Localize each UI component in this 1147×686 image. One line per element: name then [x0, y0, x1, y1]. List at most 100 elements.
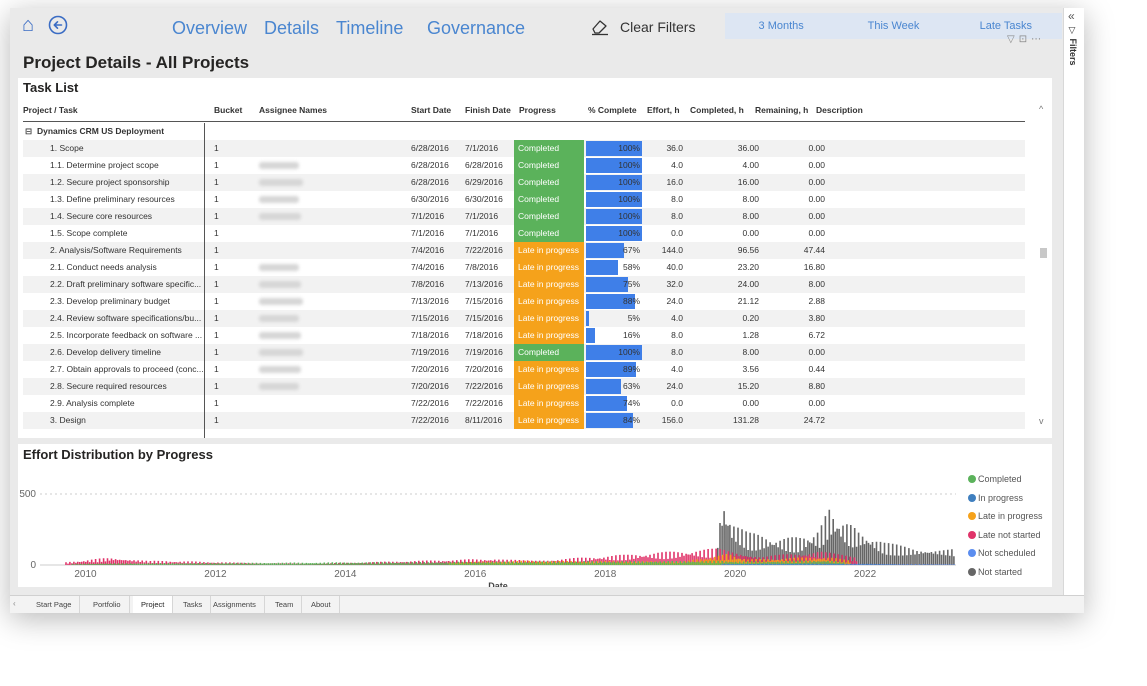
table-row[interactable]: 1.1. Determine project scope 1 6/28/2016 6/…: [23, 157, 1025, 174]
task-list-scrollbar[interactable]: ^ v: [1037, 100, 1050, 438]
percent-complete-bar: [586, 345, 642, 360]
table-row[interactable]: 2.9. Analysis complete 1 7/22/2016 7/22/201…: [23, 395, 1025, 412]
double-chevron-left-icon[interactable]: «: [1068, 9, 1075, 23]
focus-mode-icon[interactable]: ⊡: [1018, 34, 1032, 45]
percent-complete-cell: 100%: [586, 157, 642, 174]
percent-complete-bar: [586, 158, 642, 173]
percent-complete-cell: 75%: [586, 276, 642, 293]
clear-filters-label: Clear Filters: [620, 19, 696, 35]
back-arrow-circle-icon[interactable]: [48, 15, 68, 39]
page-tab-assignments[interactable]: Assignments: [205, 596, 265, 613]
column-header-completed[interactable]: Completed, h: [690, 105, 744, 115]
scroll-down-icon[interactable]: v: [1039, 416, 1044, 426]
completed-hours-cell: 0.00: [742, 228, 759, 238]
page-tab-start-page[interactable]: Start Page: [28, 596, 81, 613]
page-title: Project Details - All Projects: [23, 53, 250, 72]
percent-complete-bar: [586, 396, 628, 411]
column-header-percent-complete[interactable]: % Complete: [588, 105, 637, 115]
column-header-progress[interactable]: Progress: [519, 105, 556, 115]
percent-complete-cell: 100%: [586, 174, 642, 191]
legend-marker: [968, 549, 976, 557]
legend-label: Not started: [978, 566, 1023, 577]
task-list-visual: Task List Project / Task Bucket Assignee…: [18, 78, 1052, 438]
legend-item[interactable]: Not scheduled: [968, 548, 1036, 562]
effort-cell: 4.0: [671, 160, 683, 170]
page-tab-tasks[interactable]: Tasks: [175, 596, 212, 613]
table-row[interactable]: 1.2. Secure project sponsorship 1 6/28/201…: [23, 174, 1025, 191]
page-tab-team[interactable]: Team: [267, 596, 303, 613]
group-row[interactable]: ⊟ Dynamics CRM US Deployment: [23, 123, 1025, 140]
page-tab-about[interactable]: About: [303, 596, 340, 613]
table-row[interactable]: 1.5. Scope complete 1 7/1/2016 7/1/2016 Comp…: [23, 225, 1025, 242]
remaining-hours-cell: 0.00: [808, 211, 825, 221]
table-row[interactable]: 3. Design 1 7/22/2016 8/11/2016 Late in prog…: [23, 412, 1025, 429]
y-tick-label: 0: [30, 560, 36, 571]
clear-filters-button[interactable]: Clear Filters: [590, 14, 695, 40]
filter-icon[interactable]: ▽: [1007, 34, 1019, 45]
table-row[interactable]: 2.8. Secure required resources 1 7/20/2016…: [23, 378, 1025, 395]
legend-item[interactable]: Not started: [968, 567, 1022, 581]
page-tab-portfolio[interactable]: Portfolio: [85, 596, 130, 613]
assignee-redacted: [259, 264, 299, 271]
more-options-icon[interactable]: ⋯: [1031, 34, 1046, 45]
completed-hours-cell: 8.00: [742, 211, 759, 221]
column-header-bucket[interactable]: Bucket: [214, 105, 243, 115]
legend-item[interactable]: Late in progress: [968, 511, 1043, 525]
tab-late-tasks[interactable]: Late Tasks: [979, 20, 1033, 32]
x-tick-label: 2014: [334, 569, 357, 580]
table-row[interactable]: 2.4. Review software specifications/bu..…: [23, 310, 1025, 327]
column-header-description[interactable]: Description: [816, 105, 863, 115]
table-row[interactable]: 1.4. Secure core resources 1 7/1/2016 7/1/2…: [23, 208, 1025, 225]
bucket-cell: 1: [214, 262, 219, 272]
task-name-cell: 1.4. Secure core resources: [50, 211, 153, 221]
table-row[interactable]: 1. Scope 1 6/28/2016 7/1/2016 Completed 100% 3…: [23, 140, 1025, 157]
table-row[interactable]: 2.5. Incorporate feedback on software ..…: [23, 327, 1025, 344]
nav-overview-link[interactable]: Overview: [172, 18, 248, 38]
scrollbar-thumb[interactable]: [1040, 248, 1047, 258]
column-header-finish-date[interactable]: Finish Date: [465, 105, 511, 115]
percent-complete-cell: 16%: [586, 327, 642, 344]
table-row[interactable]: 2.6. Develop delivery timeline 1 7/19/2016…: [23, 344, 1025, 361]
completed-hours-cell: 3.56: [742, 364, 759, 374]
effort-cell: 36.0: [666, 143, 683, 153]
table-row[interactable]: 2.7. Obtain approvals to proceed (conc..…: [23, 361, 1025, 378]
chevron-left-icon[interactable]: ‹: [13, 599, 16, 608]
column-header-project-task[interactable]: Project / Task: [23, 105, 78, 115]
collapse-minus-icon[interactable]: ⊟: [25, 126, 33, 136]
nav-details-link[interactable]: Details: [264, 18, 320, 38]
legend-label: Late in progress: [978, 511, 1043, 521]
remaining-hours-cell: 6.72: [808, 330, 825, 340]
effort-cell: 156.0: [661, 415, 683, 425]
column-header-remaining[interactable]: Remaining, h: [755, 105, 809, 115]
column-header-effort[interactable]: Effort, h: [647, 105, 680, 115]
column-header-assignee-names[interactable]: Assignee Names: [259, 105, 328, 115]
percent-complete-label: 75%: [622, 279, 640, 289]
legend-item[interactable]: In progress: [968, 493, 1023, 507]
legend-item[interactable]: Late not started: [968, 530, 1041, 544]
bucket-cell: 1: [214, 279, 219, 289]
page-tab-project[interactable]: Project: [133, 596, 174, 613]
task-name-cell: 2.1. Conduct needs analysis: [50, 262, 157, 272]
assignee-redacted: [259, 332, 301, 339]
nav-timeline-link[interactable]: Timeline: [336, 18, 404, 38]
start-date-cell: 6/28/2016: [411, 143, 449, 153]
report-canvas: ⌂ Overview Details Timeline Governance C…: [10, 8, 1063, 595]
table-row[interactable]: 2.2. Draft preliminary software specific…: [23, 276, 1025, 293]
table-row[interactable]: 1.3. Define preliminary resources 1 6/30/2…: [23, 191, 1025, 208]
home-icon[interactable]: ⌂: [22, 14, 35, 36]
column-header-start-date[interactable]: Start Date: [411, 105, 452, 115]
nav-governance-link[interactable]: Governance: [427, 18, 526, 38]
scroll-up-icon[interactable]: ^: [1039, 104, 1044, 114]
filters-pane[interactable]: « ▽ Filters: [1063, 8, 1084, 595]
legend-item[interactable]: Completed: [968, 474, 1022, 488]
tab-3-months[interactable]: 3 Months: [758, 20, 804, 32]
table-row[interactable]: 2.3. Develop preliminary budget 1 7/13/201…: [23, 293, 1025, 310]
effort-cell: 16.0: [666, 177, 683, 187]
progress-status-cell: Completed: [514, 140, 584, 157]
percent-complete-label: 88%: [622, 296, 640, 306]
finish-date-cell: 7/15/2016: [465, 313, 503, 323]
tab-this-week[interactable]: This Week: [867, 20, 920, 32]
table-row[interactable]: 2.1. Conduct needs analysis 1 7/4/2016 7/8/…: [23, 259, 1025, 276]
table-row[interactable]: 2. Analysis/Software Requirements 1 7/4/20…: [23, 242, 1025, 259]
finish-date-cell: 7/15/2016: [465, 296, 503, 306]
